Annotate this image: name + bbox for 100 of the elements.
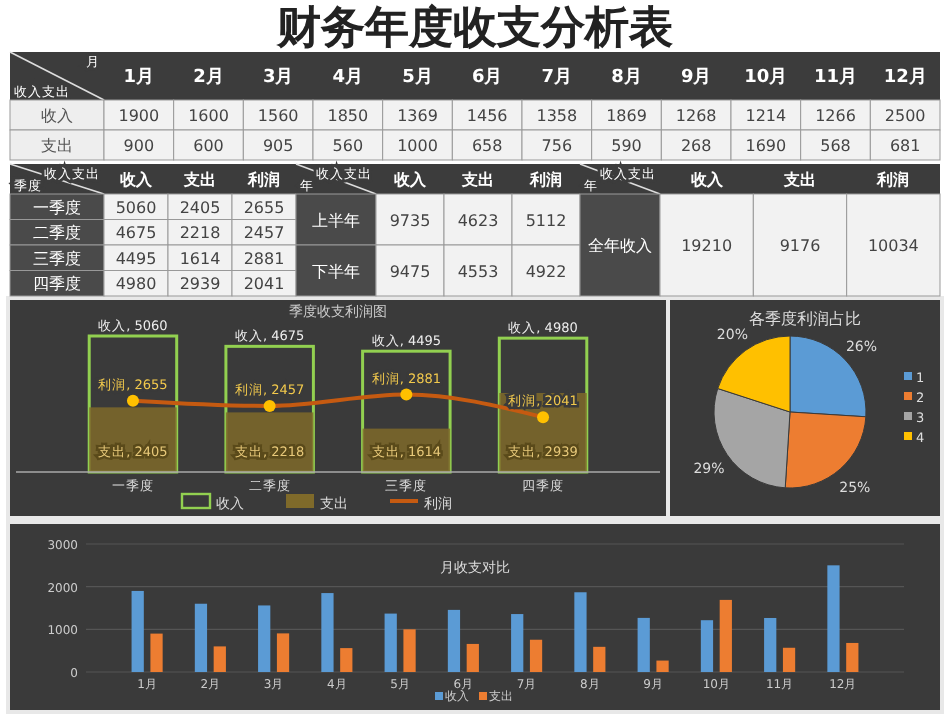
y-tick-label: 支出 bbox=[41, 137, 73, 155]
data-label: 4495 bbox=[115, 249, 157, 268]
bar bbox=[656, 660, 669, 672]
x-tick-label: 10月 bbox=[744, 66, 788, 88]
data-label: 1869 bbox=[606, 107, 647, 125]
x-tick-label: 3月 bbox=[262, 66, 294, 88]
bar bbox=[466, 643, 479, 672]
y-tick-label: 下半年 bbox=[312, 262, 360, 281]
bar bbox=[258, 605, 271, 672]
data-label: 1850 bbox=[327, 107, 369, 125]
data-label: 1600 bbox=[188, 107, 229, 125]
x-tick-label: 支出 bbox=[782, 171, 816, 189]
data-label: 4675 bbox=[115, 224, 157, 243]
x-tick-label: 收入 bbox=[120, 171, 154, 189]
data-label: 9176 bbox=[779, 237, 821, 255]
bar bbox=[194, 603, 208, 672]
bar bbox=[764, 617, 777, 672]
y-tick-label: 一季度 bbox=[33, 198, 81, 217]
x-tick-label: 收入 bbox=[394, 171, 428, 189]
bar bbox=[529, 639, 543, 672]
data-label: 268 bbox=[680, 137, 712, 155]
x-tick-label: 8月 bbox=[611, 66, 642, 88]
data-label: 600 bbox=[193, 137, 224, 155]
bar bbox=[384, 613, 397, 672]
bar bbox=[447, 609, 461, 672]
data-label: 10034 bbox=[867, 237, 919, 255]
x-tick-label: 2月 bbox=[193, 66, 224, 88]
data-label: 5060 bbox=[115, 198, 157, 217]
data-label: 1266 bbox=[815, 107, 856, 125]
data-label: 658 bbox=[471, 137, 503, 155]
data-label: 19210 bbox=[681, 237, 733, 255]
y-tick-label: 四季度 bbox=[33, 275, 81, 294]
bar bbox=[574, 592, 587, 672]
x-tick-label: 9月 bbox=[680, 66, 712, 88]
bar bbox=[637, 617, 650, 672]
data-label: 9475 bbox=[389, 262, 431, 281]
data-label: 756 bbox=[541, 137, 573, 155]
bar bbox=[827, 565, 840, 672]
y-tick-label: 收入 bbox=[41, 107, 73, 125]
chart-title: 财务年度收支分析表 bbox=[275, 2, 673, 54]
data-label: 568 bbox=[820, 137, 851, 155]
x-tick-label: 1月 bbox=[123, 66, 155, 88]
x-tick-label: 利润 bbox=[528, 169, 562, 189]
bar bbox=[593, 646, 606, 672]
bar bbox=[150, 633, 163, 672]
bar bbox=[87, 334, 179, 474]
data-label: 2218 bbox=[179, 224, 221, 243]
y-tick-label: 二季度 bbox=[33, 224, 81, 243]
y-tick-label: 三季度 bbox=[33, 249, 81, 268]
data-label: 4553 bbox=[457, 262, 499, 281]
data-label: 1614 bbox=[179, 249, 221, 268]
data-label: 560 bbox=[332, 137, 364, 155]
x-tick-label: 利润 bbox=[246, 169, 280, 189]
data-label: 9735 bbox=[389, 211, 431, 230]
data-label: 681 bbox=[889, 137, 921, 155]
x-tick-label: 5月 bbox=[402, 66, 433, 88]
data-label: 905 bbox=[262, 137, 294, 155]
x-tick-label: 4月 bbox=[332, 66, 364, 88]
y-tick-label: 全年收入 bbox=[588, 237, 652, 255]
data-label: 1560 bbox=[257, 107, 299, 125]
x-tick-label: 11月 bbox=[813, 66, 858, 88]
data-label: 5112 bbox=[525, 211, 567, 230]
data-label: 4623 bbox=[457, 211, 499, 230]
bar bbox=[361, 349, 452, 474]
x-tick-label: 收入 bbox=[690, 171, 725, 189]
data-label: 2457 bbox=[243, 224, 285, 243]
data-label: 2655 bbox=[243, 198, 285, 217]
x-tick-label: 支出 bbox=[460, 171, 494, 189]
data-label: 1369 bbox=[397, 107, 438, 125]
bar bbox=[846, 642, 859, 672]
bar bbox=[224, 344, 315, 474]
data-label: 2405 bbox=[179, 198, 221, 217]
data-label: 1900 bbox=[118, 107, 160, 125]
data-label: 4922 bbox=[525, 262, 567, 281]
data-label: 1214 bbox=[745, 107, 787, 125]
data-label: 1358 bbox=[536, 107, 578, 125]
data-label: 4980 bbox=[115, 275, 157, 294]
data-label: 2041 bbox=[243, 275, 285, 294]
bar bbox=[511, 614, 524, 672]
data-label: 1268 bbox=[675, 107, 717, 125]
chart-title: 各季度利润占比 bbox=[749, 310, 861, 328]
y-tick-label: 上半年 bbox=[312, 211, 360, 230]
x-tick-label: 7月 bbox=[541, 66, 573, 88]
bar bbox=[403, 629, 416, 672]
x-tick-label: 利润 bbox=[875, 169, 910, 189]
bar bbox=[700, 620, 714, 672]
bar bbox=[782, 647, 796, 672]
bar bbox=[497, 336, 589, 474]
data-label: 2881 bbox=[243, 249, 285, 268]
data-label: 2939 bbox=[179, 275, 221, 294]
data-label: 900 bbox=[123, 137, 155, 155]
data-label: 590 bbox=[611, 137, 642, 155]
bar bbox=[213, 646, 226, 672]
x-tick-label: 6月 bbox=[471, 66, 503, 88]
bar bbox=[131, 590, 144, 672]
x-tick-label: 支出 bbox=[182, 171, 216, 189]
bar bbox=[719, 599, 732, 672]
bar bbox=[321, 593, 334, 672]
data-label: 1456 bbox=[466, 107, 508, 125]
data-label: 1690 bbox=[745, 137, 787, 155]
